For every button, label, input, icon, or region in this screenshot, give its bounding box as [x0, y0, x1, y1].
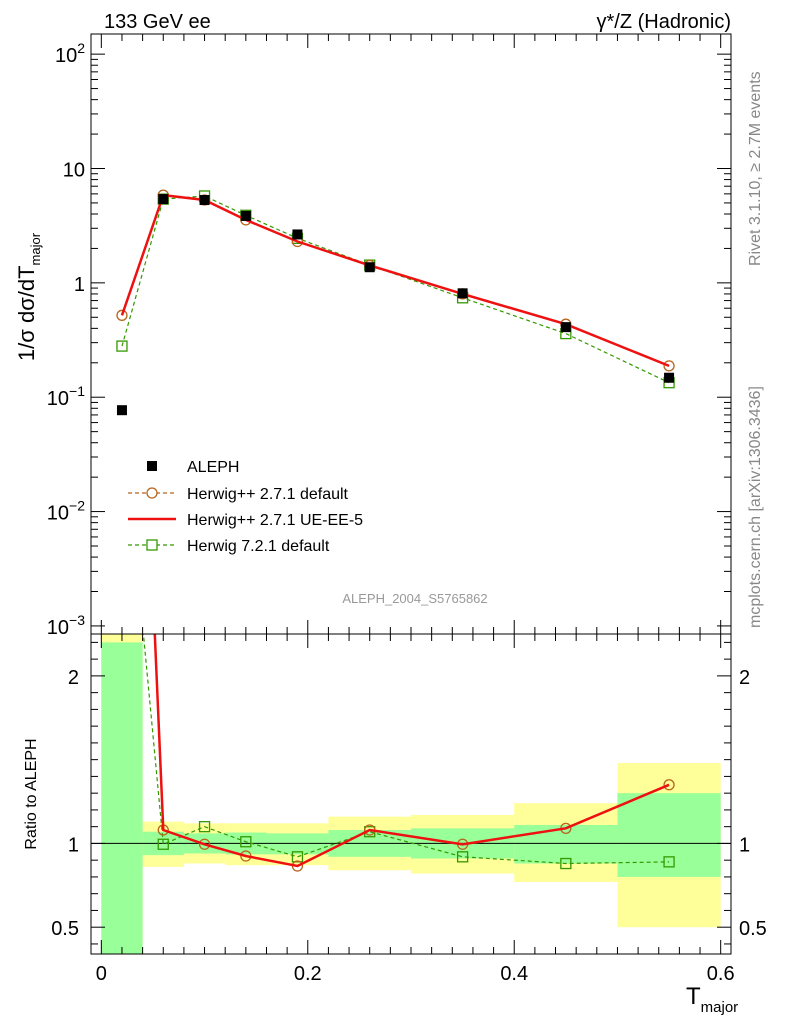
ratio-point-herwig7-default	[240, 836, 252, 848]
x-tick-label: 0.6	[707, 963, 735, 985]
top-y-tick-label-exp: −3	[69, 612, 85, 628]
top-line-ue-ee-5	[120, 193, 670, 368]
top-y-tick-label-base: 10	[55, 45, 77, 67]
bottom-y-axis-title: Ratio to ALEPH	[23, 738, 40, 849]
bottom-y-tick-label-right: 2	[739, 667, 750, 689]
top-point-aleph	[560, 322, 571, 333]
ratio-band-green	[514, 824, 618, 864]
legend-marker-herwig7-default	[146, 539, 158, 551]
top-y-axis-title-main: 1/σ dσ/dT	[14, 265, 39, 361]
top-y-tick-label: 1	[74, 274, 85, 296]
top-series-group	[116, 189, 675, 416]
ratio-line-ue-ee-5	[153, 634, 670, 868]
ratio-band-green	[101, 642, 143, 954]
bottom-y-tick-label-right: 0.5	[739, 918, 767, 940]
bottom-series-group	[142, 634, 675, 872]
top-y-tick-label-exp: −1	[69, 383, 85, 399]
top-point-aleph	[199, 195, 210, 206]
top-y-axis-title: 1/σ dσ/dTmajor	[14, 232, 43, 361]
top-y-tick-label-exp: −2	[69, 498, 85, 514]
x-tick-label: 0.2	[294, 963, 322, 985]
x-axis-title-sub: major	[701, 999, 739, 1016]
bottom-y-tick-label: 0.5	[51, 918, 79, 940]
top-point-herwigpp-default	[663, 360, 675, 372]
ratio-point-herwig7-default	[291, 851, 304, 863]
top-y-tick-label: 10−1	[47, 383, 85, 410]
top-y-tick-label: 10−3	[47, 612, 85, 639]
ratio-uncertainty-bands	[91, 634, 731, 954]
bottom-y-tick-label: 1	[68, 834, 79, 856]
legend-label: Herwig 7.2.1 default	[187, 538, 330, 555]
top-line-herwig7-default	[121, 195, 670, 384]
top-point-aleph	[158, 194, 169, 205]
x-tick-label: 0	[96, 963, 107, 985]
top-y-tick-label: 102	[55, 40, 85, 67]
legend-label: ALEPH	[187, 459, 239, 476]
ratio-point-herwig7-default	[198, 821, 211, 833]
mcplots-reference-label: mcplots.cern.ch [arXiv:1306.3436]	[747, 386, 764, 628]
rivet-version-label: Rivet 3.1.10, ≥ 2.7M events	[747, 71, 764, 266]
top-y-tick-label-base: 10	[47, 503, 69, 525]
ratio-point-herwigpp-default	[198, 838, 211, 850]
bottom-axes: 0.5 0.5 1 1 2 2 0 0.2 0.4 0.6	[51, 633, 767, 985]
ratio-line-herwig7-default	[142, 634, 670, 865]
legend: ALEPH Herwig++ 2.7.1 default Herwig++ 2.7.…	[128, 459, 363, 555]
ratio-line-herwigpp-default	[154, 634, 670, 867]
legend-marker-aleph	[147, 461, 157, 471]
top-y-axis-title-sub: major	[28, 232, 43, 265]
x-axis-title-main: T	[686, 983, 701, 1010]
top-point-herwigpp-default	[116, 309, 128, 321]
bottom-y-tick-label: 2	[68, 667, 79, 689]
bottom-y-tick-label-right: 1	[739, 834, 750, 856]
ratio-point-herwig7-default	[157, 838, 169, 850]
x-axis-title: Tmajor	[686, 983, 738, 1016]
x-tick-label: 0.4	[500, 963, 528, 985]
top-point-aleph	[240, 210, 251, 221]
ratio-point-herwig7-default	[456, 851, 469, 863]
top-point-aleph	[292, 229, 303, 240]
header-left: 133 GeV ee	[104, 11, 211, 33]
top-y-tick-label-exp: 2	[77, 40, 85, 56]
legend-label: Herwig++ 2.7.1 UE-EE-5	[187, 512, 363, 529]
header-right: γ*/Z (Hadronic)	[597, 11, 731, 33]
top-point-aleph	[664, 372, 675, 383]
top-y-tick-label: 10	[63, 159, 85, 181]
legend-marker-herwigpp-default	[146, 487, 158, 499]
top-y-tick-label-base: 10	[47, 388, 69, 410]
ratio-point-herwig7-default	[560, 857, 572, 870]
top-point-aleph	[457, 288, 468, 299]
top-y-tick-label: 10−2	[47, 498, 85, 525]
legend-label: Herwig++ 2.7.1 default	[187, 486, 349, 503]
top-point-herwig7-default	[116, 340, 128, 352]
ratio-point-herwigpp-default	[663, 779, 675, 791]
top-point-aleph	[364, 262, 375, 273]
analysis-id-label: ALEPH_2004_S5765862	[342, 591, 487, 606]
ratio-band-green	[617, 793, 721, 877]
top-line-herwigpp-default	[121, 194, 670, 367]
top-y-tick-label-base: 10	[47, 617, 69, 639]
top-point-aleph	[116, 405, 127, 416]
ratio-point-herwig7-default	[663, 856, 675, 868]
